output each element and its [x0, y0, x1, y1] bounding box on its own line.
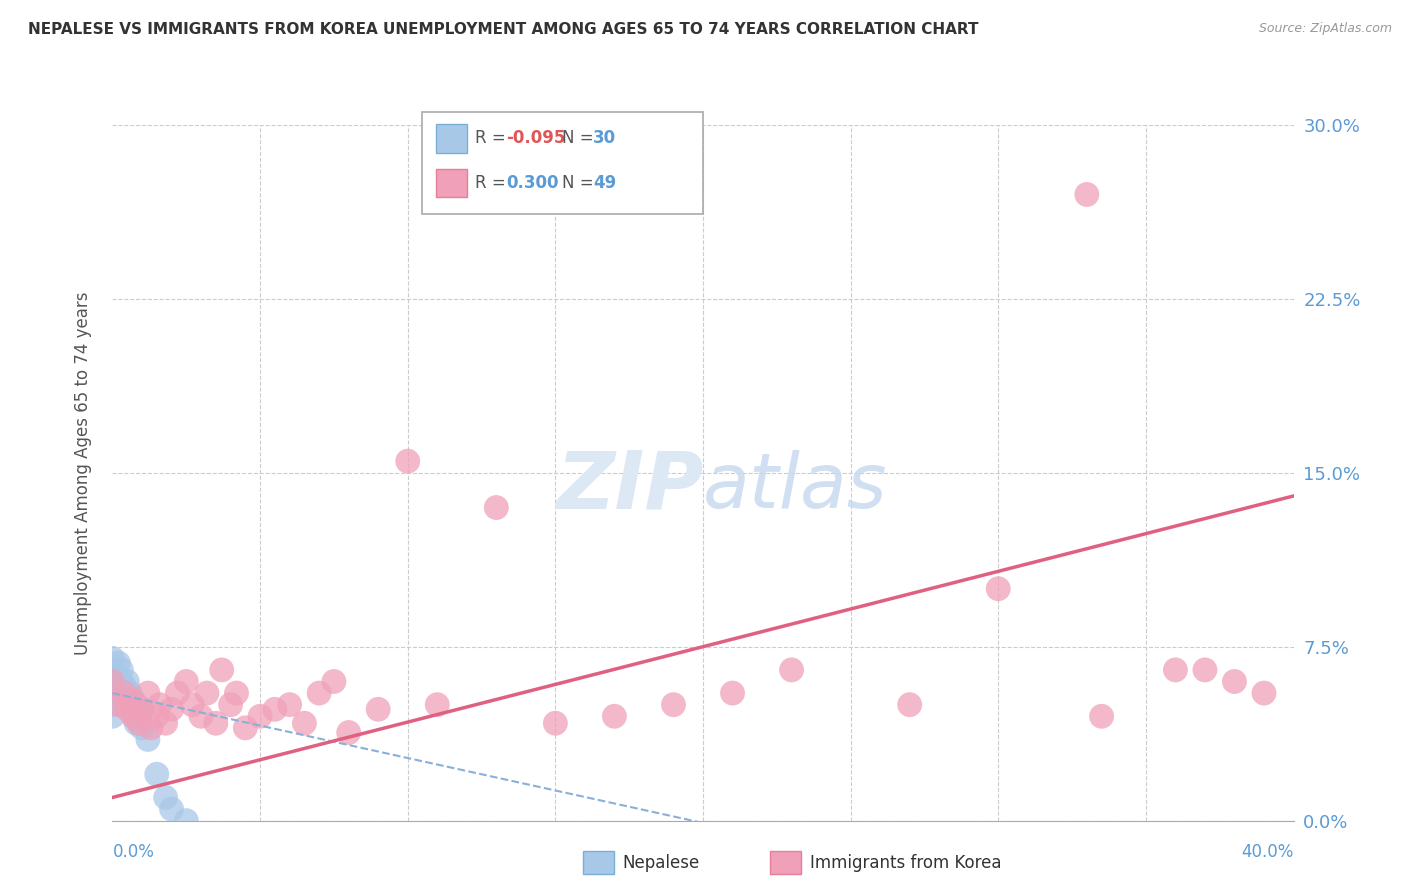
- Point: [101, 698, 124, 712]
- Point: [211, 663, 233, 677]
- Point: [125, 716, 148, 731]
- Point: [110, 686, 132, 700]
- Point: [112, 693, 135, 707]
- Point: [155, 716, 177, 731]
- Point: [264, 702, 287, 716]
- Point: [1076, 187, 1098, 202]
- Point: [120, 686, 142, 700]
- Point: [181, 698, 204, 712]
- Point: [107, 656, 129, 670]
- Text: 40.0%: 40.0%: [1241, 843, 1294, 861]
- Point: [117, 686, 138, 700]
- Point: [101, 686, 124, 700]
- Point: [174, 814, 197, 828]
- Point: [112, 679, 135, 693]
- Text: Immigrants from Korea: Immigrants from Korea: [810, 855, 1001, 872]
- Point: [544, 716, 567, 731]
- Text: Nepalese: Nepalese: [623, 855, 700, 872]
- Point: [117, 702, 138, 716]
- Point: [195, 686, 218, 700]
- Point: [278, 698, 301, 712]
- Text: N =: N =: [562, 129, 599, 147]
- Point: [101, 674, 124, 689]
- Point: [367, 702, 389, 716]
- Point: [139, 721, 162, 735]
- Point: [110, 674, 132, 689]
- Point: [117, 698, 138, 712]
- Point: [125, 698, 148, 712]
- Point: [128, 716, 150, 731]
- Point: [146, 709, 169, 723]
- Point: [122, 693, 145, 707]
- Point: [308, 686, 330, 700]
- Point: [101, 674, 124, 689]
- Point: [131, 702, 153, 716]
- Point: [166, 686, 188, 700]
- Point: [136, 732, 159, 747]
- Point: [101, 709, 124, 723]
- Point: [1223, 674, 1246, 689]
- Point: [396, 454, 419, 468]
- Point: [1253, 686, 1275, 700]
- Point: [721, 686, 744, 700]
- Point: [219, 698, 242, 712]
- Point: [160, 702, 183, 716]
- Point: [190, 709, 212, 723]
- Point: [898, 698, 921, 712]
- Text: R =: R =: [475, 129, 512, 147]
- Text: -0.095: -0.095: [506, 129, 565, 147]
- Point: [323, 674, 346, 689]
- Point: [122, 709, 145, 723]
- Point: [112, 686, 135, 700]
- Point: [125, 698, 148, 712]
- Point: [987, 582, 1010, 596]
- Text: N =: N =: [562, 174, 599, 192]
- Point: [110, 663, 132, 677]
- Point: [146, 767, 169, 781]
- Point: [120, 702, 142, 716]
- Point: [107, 670, 129, 684]
- Point: [1194, 663, 1216, 677]
- Point: [485, 500, 508, 515]
- Point: [122, 709, 145, 723]
- Point: [662, 698, 685, 712]
- Text: R =: R =: [475, 174, 512, 192]
- Point: [205, 716, 228, 731]
- Point: [337, 725, 360, 739]
- Point: [128, 709, 150, 723]
- Y-axis label: Unemployment Among Ages 65 to 74 years: Unemployment Among Ages 65 to 74 years: [73, 291, 91, 655]
- Point: [136, 686, 159, 700]
- Text: 0.0%: 0.0%: [112, 843, 155, 861]
- Point: [120, 693, 142, 707]
- Point: [174, 674, 197, 689]
- Point: [780, 663, 803, 677]
- Point: [426, 698, 449, 712]
- Point: [155, 790, 177, 805]
- Point: [107, 698, 129, 712]
- Point: [101, 663, 124, 677]
- Point: [149, 698, 172, 712]
- Text: 49: 49: [593, 174, 617, 192]
- Point: [131, 702, 153, 716]
- Text: ZIP: ZIP: [555, 448, 703, 525]
- Point: [233, 721, 256, 735]
- Point: [603, 709, 626, 723]
- Point: [131, 721, 153, 735]
- Point: [101, 651, 124, 665]
- Text: Source: ZipAtlas.com: Source: ZipAtlas.com: [1258, 22, 1392, 36]
- Point: [292, 716, 315, 731]
- Point: [117, 674, 138, 689]
- Text: 0.300: 0.300: [506, 174, 558, 192]
- Text: NEPALESE VS IMMIGRANTS FROM KOREA UNEMPLOYMENT AMONG AGES 65 TO 74 YEARS CORRELA: NEPALESE VS IMMIGRANTS FROM KOREA UNEMPL…: [28, 22, 979, 37]
- Text: 30: 30: [593, 129, 616, 147]
- Point: [1164, 663, 1187, 677]
- Point: [160, 802, 183, 816]
- Text: atlas: atlas: [703, 450, 887, 524]
- Point: [1091, 709, 1114, 723]
- Point: [249, 709, 271, 723]
- Point: [225, 686, 247, 700]
